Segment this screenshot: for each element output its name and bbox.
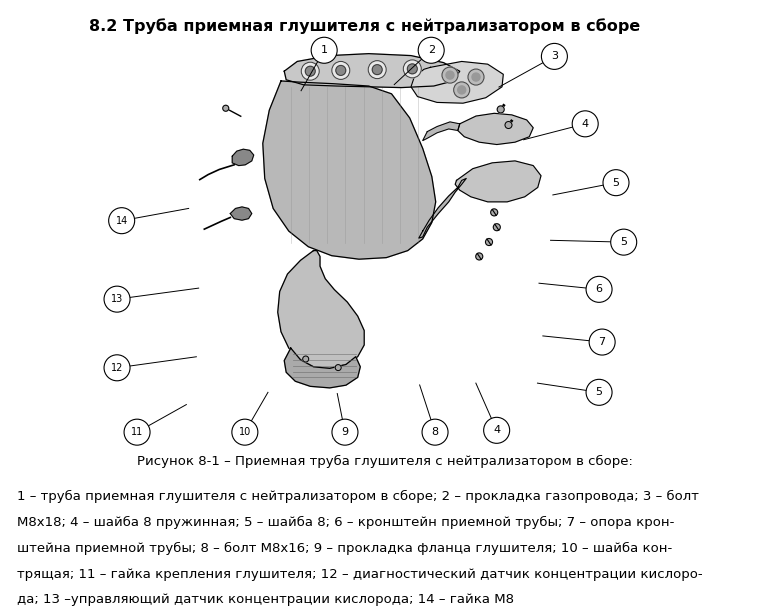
Text: 1: 1 (320, 45, 328, 55)
Text: 5: 5 (620, 237, 628, 247)
Text: 10: 10 (239, 427, 251, 437)
Circle shape (301, 62, 320, 80)
Text: 5: 5 (595, 387, 603, 397)
Text: 7: 7 (598, 337, 606, 347)
Text: 3: 3 (551, 51, 558, 61)
Circle shape (472, 73, 480, 81)
Circle shape (418, 37, 444, 63)
Circle shape (303, 356, 309, 362)
Circle shape (332, 419, 358, 445)
Circle shape (497, 106, 504, 113)
Circle shape (586, 276, 612, 302)
Circle shape (457, 86, 466, 94)
Text: 13: 13 (111, 294, 123, 304)
Circle shape (454, 82, 470, 98)
Text: 4: 4 (581, 119, 589, 129)
Text: 12: 12 (111, 363, 123, 373)
Text: 5: 5 (612, 178, 620, 188)
Circle shape (572, 111, 598, 137)
Circle shape (335, 365, 341, 371)
Circle shape (490, 209, 497, 216)
Circle shape (332, 61, 350, 80)
Circle shape (336, 66, 346, 75)
Text: 6: 6 (595, 284, 603, 294)
Circle shape (232, 419, 258, 445)
Polygon shape (458, 113, 533, 145)
Polygon shape (230, 207, 252, 220)
Text: 11: 11 (131, 427, 143, 437)
Text: М8х18; 4 – шайба 8 пружинная; 5 – шайба 8; 6 – кронштейн приемной трубы; 7 – опо: М8х18; 4 – шайба 8 пружинная; 5 – шайба … (17, 516, 675, 529)
Circle shape (541, 44, 567, 69)
Text: 8: 8 (431, 427, 439, 437)
Circle shape (305, 66, 315, 76)
Circle shape (468, 69, 484, 85)
Circle shape (611, 229, 637, 255)
Text: 8.2 Труба приемная глушителя с нейтрализатором в сборе: 8.2 Труба приемная глушителя с нейтрализ… (89, 18, 640, 34)
Polygon shape (455, 161, 541, 202)
Text: 2: 2 (427, 45, 435, 55)
Polygon shape (233, 149, 253, 166)
Circle shape (407, 64, 417, 74)
Text: 9: 9 (341, 427, 349, 437)
Polygon shape (411, 61, 504, 103)
Polygon shape (278, 251, 364, 368)
Text: 4: 4 (493, 425, 500, 435)
Circle shape (505, 121, 512, 129)
Circle shape (124, 419, 150, 445)
Circle shape (368, 61, 387, 78)
Circle shape (311, 37, 337, 63)
Polygon shape (423, 122, 460, 140)
Text: 14: 14 (116, 216, 128, 226)
Circle shape (476, 253, 483, 260)
Polygon shape (284, 348, 360, 388)
Polygon shape (263, 81, 436, 259)
Circle shape (589, 329, 615, 355)
Text: трящая; 11 – гайка крепления глушителя; 12 – диагностический датчик концентрации: трящая; 11 – гайка крепления глушителя; … (17, 568, 702, 581)
Polygon shape (419, 178, 467, 238)
Circle shape (104, 286, 130, 312)
Polygon shape (284, 54, 460, 88)
Circle shape (223, 105, 229, 111)
Circle shape (484, 417, 510, 443)
Circle shape (109, 208, 135, 234)
Text: да; 13 –управляющий датчик концентрации кислорода; 14 – гайка М8: да; 13 –управляющий датчик концентрации … (17, 593, 514, 606)
Circle shape (603, 170, 629, 196)
Text: Рисунок 8-1 – Приемная труба глушителя с нейтрализатором в сборе:: Рисунок 8-1 – Приемная труба глушителя с… (137, 455, 633, 468)
Circle shape (442, 67, 458, 83)
Circle shape (372, 65, 382, 75)
Circle shape (494, 224, 500, 230)
Circle shape (486, 238, 493, 246)
Circle shape (422, 419, 448, 445)
Circle shape (586, 379, 612, 405)
Circle shape (446, 71, 454, 79)
Circle shape (403, 60, 421, 78)
Text: штейна приемной трубы; 8 – болт М8х16; 9 – прокладка фланца глушителя; 10 – шайб: штейна приемной трубы; 8 – болт М8х16; 9… (17, 542, 672, 555)
Text: 1 – труба приемная глушителя с нейтрализатором в сборе; 2 – прокладка газопровод: 1 – труба приемная глушителя с нейтрализ… (17, 490, 699, 503)
Circle shape (104, 355, 130, 381)
